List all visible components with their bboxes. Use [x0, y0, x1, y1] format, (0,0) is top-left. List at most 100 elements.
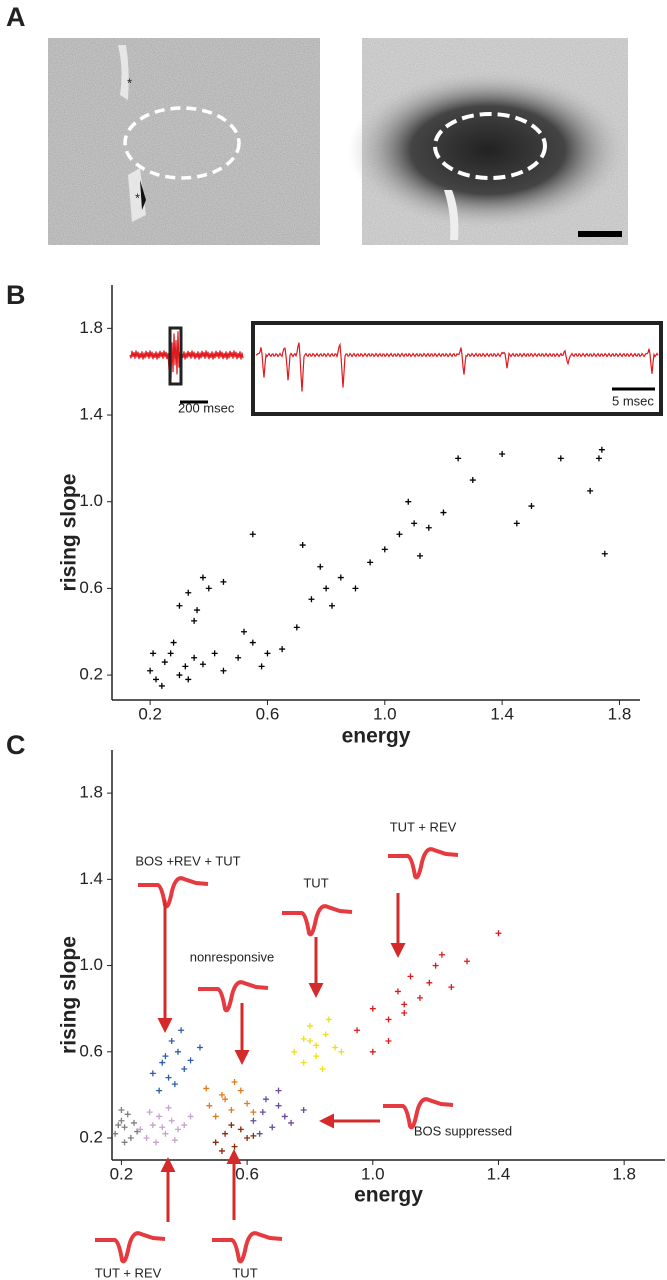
point [269, 1124, 276, 1131]
point [130, 1119, 137, 1126]
point [212, 1139, 219, 1146]
point [385, 1016, 392, 1023]
series [203, 1078, 257, 1120]
point [595, 455, 602, 462]
point [199, 574, 206, 581]
series [137, 1104, 194, 1146]
x-tick-label: 0.6 [235, 1164, 259, 1183]
cluster-label: BOS +REV + TUT [135, 853, 240, 868]
y-tick-label: 0.6 [79, 578, 103, 597]
cluster-label: TUT [303, 875, 328, 890]
inset [129, 321, 663, 416]
y-tick-label: 1.4 [79, 405, 103, 424]
point [176, 602, 183, 609]
point [249, 531, 256, 538]
point [118, 1106, 125, 1113]
y-axis-label: rising slope [58, 936, 81, 1054]
point [381, 546, 388, 553]
point [332, 1044, 339, 1051]
point [308, 596, 315, 603]
cluster-label: nonresponsive [190, 949, 275, 964]
point [275, 1087, 282, 1094]
point [337, 574, 344, 581]
y-tick-label: 1.8 [79, 318, 103, 337]
point [264, 650, 271, 657]
point [275, 1102, 282, 1109]
point [306, 1038, 313, 1045]
waveform [138, 876, 209, 909]
point [159, 1124, 166, 1131]
point [168, 1038, 175, 1045]
point [438, 951, 445, 958]
point [499, 451, 506, 458]
point [187, 1057, 194, 1064]
point [394, 988, 401, 995]
panel-label: B [6, 280, 26, 310]
y-tick-label: 1.0 [79, 955, 103, 974]
point [143, 1135, 150, 1142]
point [300, 1059, 307, 1066]
point [432, 962, 439, 969]
point [300, 1106, 307, 1113]
micrograph-left: * * [48, 38, 320, 245]
point [199, 661, 206, 668]
point [448, 984, 455, 991]
point [174, 1126, 181, 1133]
micrograph-right [348, 38, 628, 245]
x-tick-label: 1.0 [373, 704, 397, 723]
x-axis-label: energy [342, 725, 411, 748]
point [338, 1048, 345, 1055]
asterisk: * [135, 190, 140, 205]
point [176, 672, 183, 679]
point [121, 1124, 128, 1131]
point [291, 1048, 298, 1055]
point [149, 1070, 156, 1077]
point [354, 1027, 361, 1034]
point [396, 531, 403, 538]
y-tick-label: 1.8 [79, 783, 103, 802]
point [159, 1059, 166, 1066]
point [425, 524, 432, 531]
cluster-label: TUT + REV [95, 1265, 162, 1280]
point [118, 1117, 125, 1124]
point [495, 930, 502, 937]
waveform [212, 1231, 283, 1264]
point [231, 1078, 238, 1085]
point [401, 1001, 408, 1008]
point [313, 1042, 320, 1049]
point [293, 624, 300, 631]
point [167, 650, 174, 657]
point [228, 1122, 235, 1129]
panel-label: C [6, 730, 26, 760]
y-tick-label: 0.2 [79, 1127, 103, 1146]
point [241, 628, 247, 635]
point [121, 1139, 128, 1146]
point [329, 602, 335, 609]
point [181, 1122, 188, 1129]
point [165, 1074, 172, 1081]
point [237, 1126, 244, 1133]
point [181, 1066, 188, 1073]
point [259, 1109, 266, 1116]
point [237, 1087, 244, 1094]
point [250, 1132, 257, 1139]
point [426, 979, 433, 986]
y-tick-label: 1.4 [79, 869, 103, 888]
series [147, 446, 608, 689]
point [417, 552, 423, 559]
point [319, 1066, 326, 1073]
point [171, 1137, 178, 1144]
x-axis-label: energy [354, 1184, 423, 1207]
point [124, 1111, 131, 1118]
point [440, 509, 447, 516]
point [464, 958, 471, 965]
point [196, 1044, 203, 1051]
point [153, 676, 159, 683]
point [149, 1122, 156, 1129]
point [367, 559, 374, 566]
point [317, 563, 324, 570]
point [165, 1104, 172, 1111]
point [170, 639, 177, 646]
point [279, 646, 286, 653]
